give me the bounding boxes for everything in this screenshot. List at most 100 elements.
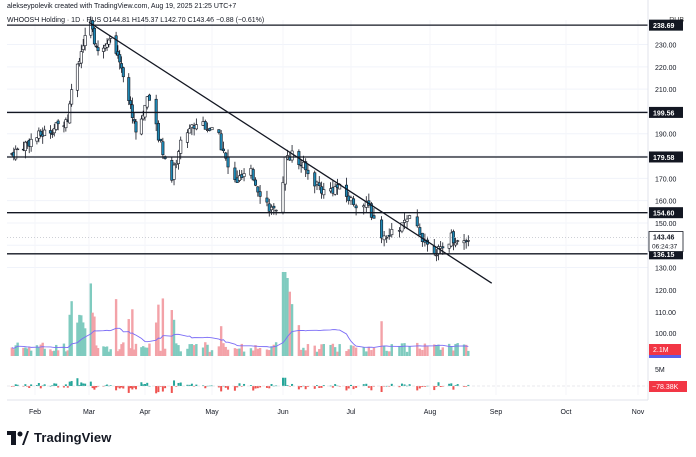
volume-bar: [405, 351, 409, 356]
indicator-bar: [418, 386, 421, 389]
candle-body: [270, 206, 274, 211]
candle-body: [64, 119, 68, 129]
indicator-bar: [104, 385, 107, 387]
volume-bar: [320, 344, 323, 356]
indicator-bar: [70, 381, 73, 386]
time-axis[interactable]: Feb Mar Apr May Jun Jul Aug Sep Oct Nov: [7, 399, 648, 416]
indicator-bar: [157, 386, 160, 393]
indicator-bar: [217, 386, 220, 388]
indicator-bar: [448, 383, 451, 386]
volume-bar: [190, 344, 194, 356]
candle-body: [92, 28, 96, 45]
volume-bar: [281, 272, 285, 356]
volume-bar: [172, 319, 176, 356]
candle-body: [161, 141, 165, 156]
candle-body: [405, 218, 409, 222]
volume-value-label: 2.1M: [653, 347, 669, 354]
price-axis[interactable]: 130.00140.00150.00160.00170.00180.00190.…: [647, 0, 687, 400]
candle-body: [48, 130, 52, 134]
volume-bar: [398, 345, 401, 356]
volume-bar: [10, 347, 14, 356]
indicator-bar: [116, 386, 119, 388]
volume-bar: [408, 346, 411, 356]
candle-body: [107, 39, 111, 45]
volume-bar: [76, 322, 79, 356]
volume-bar: [270, 346, 273, 356]
volume-bar: [148, 343, 151, 356]
level-price-tag: [649, 19, 683, 31]
level-price-label: 179.58: [653, 155, 675, 162]
candle-body: [35, 137, 39, 142]
candle-body: [454, 242, 458, 246]
volume-bar: [134, 343, 138, 356]
volume-bar: [254, 345, 257, 356]
candle-body: [258, 191, 262, 197]
volume-bar: [313, 345, 316, 356]
volume-bar: [400, 343, 404, 356]
volume-bar: [439, 349, 442, 356]
candle-body: [56, 120, 60, 125]
candle-body: [233, 167, 237, 181]
indicator-bar: [177, 382, 180, 386]
indicator-bar: [190, 383, 193, 386]
last-price-tag: [648, 231, 684, 252]
indicator-bar: [131, 386, 134, 390]
candle-body: [203, 121, 207, 130]
volume-bar: [122, 342, 125, 356]
volume-bar: [441, 347, 444, 356]
volume-bar: [175, 343, 178, 356]
candle-body: [224, 152, 228, 159]
candle-body: [210, 127, 214, 131]
volume-bar: [464, 344, 468, 356]
time-tick-label: Jun: [277, 409, 288, 416]
volume-bar: [179, 351, 182, 356]
indicator-bar: [186, 384, 189, 386]
volume-bar: [157, 304, 160, 356]
indicator-bar: [195, 384, 198, 386]
candle-body: [188, 128, 192, 134]
price-chart[interactable]: 130.00140.00150.00160.00170.00180.00190.…: [0, 0, 696, 420]
indicator-bar: [16, 384, 19, 386]
indicator-bar: [254, 386, 257, 389]
indicator-bar: [365, 383, 368, 386]
volume-bar: [347, 349, 350, 356]
indicator-bar: [452, 386, 455, 390]
indicator-bar: [400, 383, 403, 386]
indicator-bar: [134, 386, 137, 390]
candle-body: [400, 222, 404, 232]
volume-bar: [107, 351, 111, 356]
volume-bar: [268, 350, 271, 356]
indicator-bar: [80, 382, 83, 386]
candle-body: [217, 129, 221, 133]
volume-bar: [53, 350, 56, 356]
indicator-bar: [55, 383, 58, 386]
volume-bar: [109, 349, 112, 356]
volume-bar: [233, 348, 237, 356]
symbol-ohlc-line[interactable]: WHOOSH Holding · 1D · RUS O144.81 H145.3…: [7, 17, 265, 24]
candle-body: [39, 130, 43, 136]
candle-body: [43, 129, 47, 136]
volume-bar: [177, 345, 180, 356]
volume-bar: [105, 346, 109, 356]
indicator-bar: [170, 386, 173, 393]
trendline[interactable]: [88, 21, 493, 284]
indicator-bar: [421, 386, 424, 388]
volume-bar: [49, 349, 52, 356]
indicator-bar: [300, 386, 303, 388]
volume-bar: [297, 325, 301, 356]
candle-body: [390, 229, 394, 236]
candle-body: [387, 235, 391, 237]
volume-bar: [249, 348, 253, 356]
price-tick-label: 220.00: [655, 65, 677, 72]
candle-body: [304, 161, 308, 171]
indicator-bar: [49, 385, 52, 387]
candle-body: [456, 240, 460, 242]
indicator-bar: [179, 382, 182, 386]
volume-bar: [421, 349, 424, 356]
volume-tick-label: 100.00: [655, 331, 677, 338]
volume-bar: [24, 347, 27, 356]
candle-body: [352, 198, 356, 205]
indicator-bar: [164, 386, 167, 389]
candle-body: [139, 118, 143, 135]
horizontal-levels[interactable]: [7, 24, 648, 255]
